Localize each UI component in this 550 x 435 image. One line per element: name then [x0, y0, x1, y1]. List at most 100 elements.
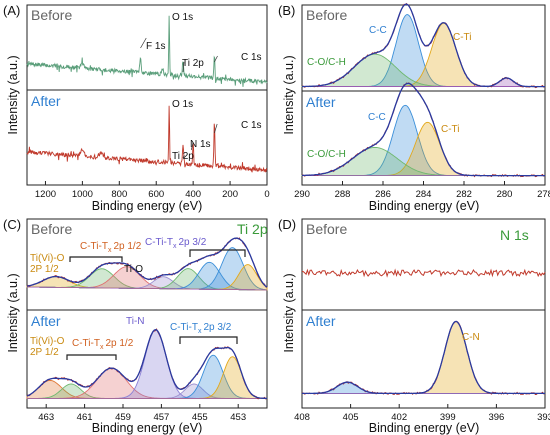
panel-c-corner-label: Ti 2p	[237, 221, 268, 237]
peak-label-f1s: F 1s	[146, 41, 165, 52]
survey-spectrum-before	[26, 15, 268, 87]
ann-c-before-ctit-32: C-Ti-Tx 2p 3/2	[145, 237, 207, 250]
peak-label-c1s-before: C 1s	[241, 52, 262, 63]
panel-c-frame	[26, 218, 268, 409]
panel-c-tick-label: 459	[115, 412, 131, 423]
fit-component-d1-0	[302, 320, 545, 394]
panel-a-tick-label: 200	[222, 189, 238, 200]
fit-envelope-b0	[302, 3, 545, 88]
panel-d-tick-label: 402	[391, 412, 407, 423]
comp-label-cc-after: C-C	[368, 112, 386, 123]
fit-background-c0	[27, 286, 267, 291]
panel-d: (D) Before After N 1s C-N 408 405 402 399 39…	[278, 217, 550, 435]
panel-a-frame	[26, 4, 268, 186]
survey-spectrum-after	[26, 105, 268, 174]
panel-b-tick-label: 284	[416, 189, 432, 200]
panel-c-after-label: After	[31, 313, 61, 329]
panel-d-tick-label: 396	[488, 412, 504, 423]
bracket-c-before-32	[189, 249, 246, 257]
panel-a-x-ticks: 1200 1000 800 600 400 200 0	[35, 181, 270, 200]
panel-a-tick-label: 1000	[72, 189, 93, 200]
panel-c-tick-label: 461	[77, 412, 93, 423]
peak-label-n1s-after: N 1s	[190, 139, 211, 150]
panel-b-xlabel: Binding energy (eV)	[369, 199, 479, 213]
comp-label-cc-before: C-C	[369, 25, 387, 36]
bracket-c-before-12	[69, 256, 123, 262]
panel-c-tick-label: 453	[230, 412, 246, 423]
panel-c-xlabel: Binding energy (eV)	[92, 421, 202, 435]
panel-c-tick-label: 463	[38, 412, 54, 423]
fit-envelope-d1	[302, 320, 545, 395]
panel-c-before-label: Before	[31, 221, 72, 237]
ann-c-after-tin: Ti-N	[126, 316, 145, 327]
bracket-c-after-12	[66, 354, 117, 360]
panel-label-d: (D)	[278, 217, 296, 232]
panel-b-ylabel: Intensity (a.u.)	[282, 55, 296, 134]
panel-a-tick-label: 400	[185, 189, 201, 200]
panel-a-xlabel: Binding energy (eV)	[92, 199, 202, 213]
panel-b-tick-label: 288	[335, 189, 351, 200]
peak-leader-line	[182, 61, 185, 73]
comp-label-cti-after: C-Ti	[441, 124, 460, 135]
panel-c-ylabel: Intensity (a.u.)	[6, 273, 20, 352]
fit-component-b0-1	[302, 22, 545, 88]
comp-label-cti-before: C-Ti	[453, 32, 472, 43]
peak-label-o1s-after: O 1s	[172, 99, 193, 110]
ann-c-after-ctit-32: C-Ti-Tx 2p 3/2	[170, 322, 232, 335]
peak-leader-line	[214, 55, 218, 63]
ann-c-before-ctit: C-Ti-Tx 2p 1/2	[80, 241, 142, 254]
panel-d-corner-label: N 1s	[500, 227, 529, 243]
panel-d-after-label: After	[306, 313, 336, 329]
panel-b-tick-label: 286	[375, 189, 391, 200]
ann-c-after-2p12-a: 2P 1/2	[30, 347, 59, 358]
panel-a: (A) Before After O 1s F 1s Ti 2p C 1s O …	[3, 3, 270, 213]
fit-envelope-b1	[302, 82, 545, 177]
panel-a-after-label: After	[31, 93, 61, 109]
panel-d-frame	[301, 218, 546, 409]
panel-d-before-label: Before	[306, 221, 347, 237]
panel-label-b: (B)	[278, 3, 295, 18]
panel-c-tick-label: 457	[153, 412, 169, 423]
ann-c-after-ctit: C-Ti-Tx 2p 1/2	[72, 338, 134, 351]
panel-a-tick-label: 600	[148, 189, 164, 200]
panel-a-tick-label: 1200	[35, 189, 56, 200]
peak-leader-line	[140, 37, 147, 49]
ann-c-before-2p12-a: 2P 1/2	[30, 264, 59, 275]
panel-a-tick-label: 800	[111, 189, 127, 200]
panel-d-xlabel: Binding energy (eV)	[369, 421, 479, 435]
panel-b-tick-label: 290	[294, 189, 310, 200]
fit-envelope-c0	[26, 237, 268, 288]
panel-d-tick-label: 405	[343, 412, 359, 423]
panel-a-tick-label: 0	[264, 189, 269, 200]
peak-label-c1s-after: C 1s	[241, 120, 262, 131]
panel-c-x-ticks: 463 461 459 457 455 453	[38, 404, 246, 423]
ann-c-before-tio: Ti-O	[124, 264, 143, 275]
panel-b-x-ticks: 290 288 286 284 282 280 278	[294, 181, 550, 200]
panel-d-tick-label: 399	[440, 412, 456, 423]
comp-label-co-before: C-O/C-H	[307, 57, 346, 68]
panel-d-tick-label: 408	[294, 412, 310, 423]
ann-c-after-tivio: Ti(Vi)-O	[30, 336, 65, 347]
peak-label-ti2p-after: Ti 2p	[172, 151, 194, 162]
ann-c-before-tivio: Ti(Vi)-O	[30, 253, 65, 264]
panel-a-ylabel: Intensity (a.u.)	[6, 55, 20, 134]
peak-leader-line	[190, 141, 194, 151]
fit-envelope-c1	[26, 329, 267, 400]
bracket-c-after-32	[179, 336, 238, 344]
peak-label-ti2p-before: Ti 2p	[182, 58, 204, 69]
panel-label-a: (A)	[3, 3, 20, 18]
panel-b-before-label: Before	[306, 7, 347, 23]
fit-component-d1-1	[302, 381, 545, 394]
panel-b-after-label: After	[306, 94, 336, 110]
panel-d-ylabel: Intensity (a.u.)	[282, 273, 296, 352]
panel-c-tick-label: 455	[192, 412, 208, 423]
panel-d-x-ticks: 408 405 402 399 396 393	[294, 404, 550, 423]
panel-b-tick-label: 278	[537, 189, 550, 200]
comp-label-cn: C-N	[462, 332, 480, 343]
peak-label-o1s-before: O 1s	[172, 12, 193, 23]
peak-leader-line	[214, 123, 218, 134]
peak-leader-line	[182, 154, 185, 159]
panel-label-c: (C)	[3, 217, 21, 232]
panel-a-before-label: Before	[31, 7, 72, 23]
